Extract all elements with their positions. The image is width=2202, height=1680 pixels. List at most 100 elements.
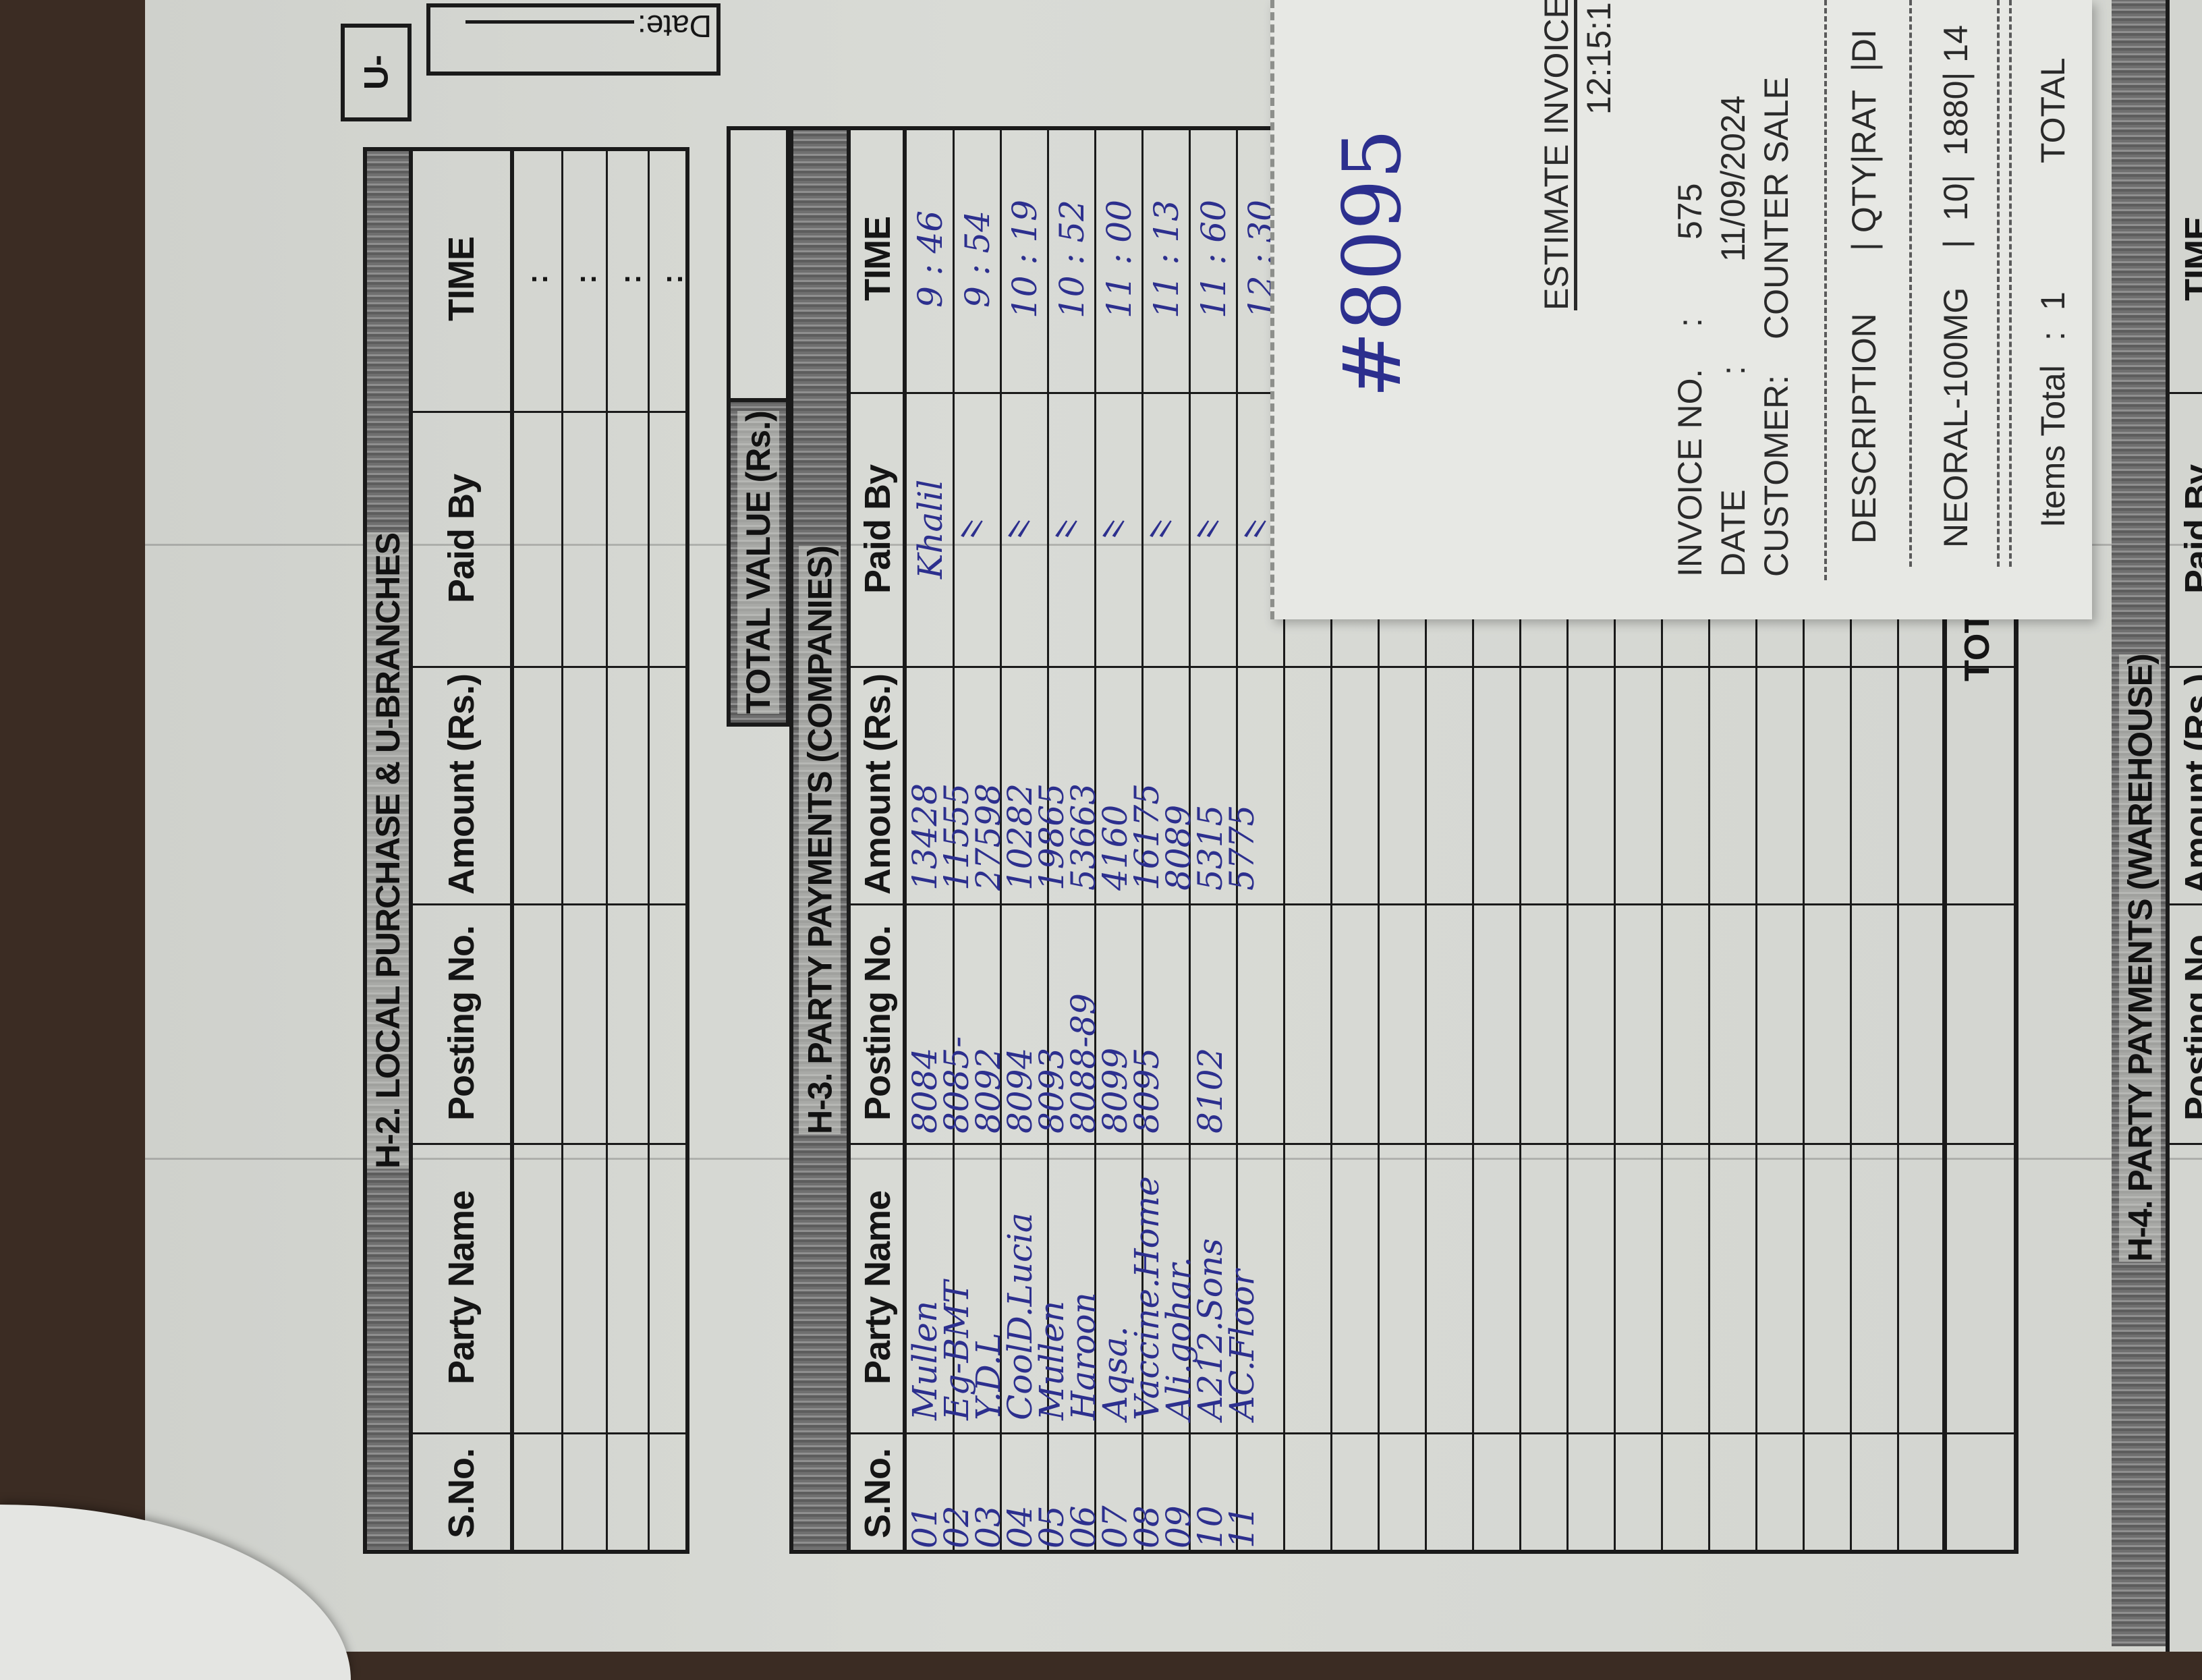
h3-title: H-3. PARTY PAYMENTS (COMPANIES) [799,546,841,1134]
h3-row-line [1519,126,1521,1554]
estimate-invoice-receipt [1270,0,2092,619]
h2-time-cell: : [521,274,554,284]
h3-row-line [1047,126,1049,1554]
receipt-total-label: TOTAL [2034,57,2072,163]
receipt-item-rest: | 10| 1880| 14 [1937,25,1975,248]
h2-border [363,147,367,1554]
h3-cell-time: 10 : 19 [1005,200,1044,318]
h3-cell-paid-by: 〃 [1100,512,1139,546]
h3-cell-paid-by: 〃 [1005,512,1044,546]
receipt-col-rest: | QTY|RAT |DI [1845,29,1883,251]
h4-header-posting-no: Posting No. [2178,926,2202,1121]
h3-cell-time: 10 : 52 [1052,200,1092,318]
h3-col-line [851,666,2017,668]
receipt-double-separator [1997,0,2000,567]
h3-row-line [1330,126,1332,1554]
h3-header-time: TIME [857,217,898,302]
h2-header-time: TIME [441,237,482,321]
date-box[interactable] [426,3,721,76]
h3-row-line [1000,126,1002,1554]
h2-col-line [413,1143,689,1145]
h3-cell-time: 9 : 54 [958,210,997,308]
h3-cell-time: 11 : 13 [1147,200,1186,318]
h3-row-line [1283,126,1285,1554]
h2-row-line [648,147,650,1554]
h2-row-line [561,147,563,1554]
h3-row-line [1094,126,1096,1554]
h4-title-wrap: H-4. PARTY PAYMENTS (WAREHOUSE) [2112,466,2169,1451]
total-value-label: TOTAL VALUE (Rs.) [737,411,779,714]
h2-header-sno: S.No. [441,1448,482,1538]
h3-header-party-name: Party Name [857,1190,898,1385]
h3-rule [903,126,907,1554]
unit-box [341,24,412,121]
h4-header-time: TIME [2178,217,2202,302]
date-underline [465,20,634,24]
h2-border [363,1550,689,1554]
h2-header-amount: Amount (Rs.) [441,674,482,895]
h3-row-line [1614,126,1616,1554]
h4-col-line [2169,903,2202,905]
invoice-no-value: 575 [1671,183,1709,240]
h2-time-cell: : [614,274,647,284]
total-value-divider [727,398,790,402]
receipt-double-separator [2009,0,2012,567]
h3-header-paid-by: Paid By [857,464,898,594]
h3-row-line [1189,126,1191,1554]
h2-header-posting-no: Posting No. [441,926,482,1121]
h3-col-line [851,1432,2017,1434]
h4-col-line [2169,392,2202,394]
h2-row-line [606,147,608,1554]
h3-row-line [1236,126,1238,1554]
h2-col-line [413,1432,689,1434]
h3-cell-time: 11 : 00 [1100,200,1139,318]
h3-cell-time: 9 : 46 [911,210,950,308]
h3-row-line [1661,126,1663,1554]
h3-row-line [953,126,955,1554]
date-label: Date: [638,9,712,44]
h3-cell-time: 11 : 60 [1194,200,1233,318]
h2-col-line [413,666,689,668]
h2-border [363,147,689,151]
h2-time-cell: : [569,274,602,284]
unit-label: U- [357,55,395,90]
h3-col-line [851,903,2017,905]
h3-row-line [1897,126,1899,1554]
h3-row-line [1141,126,1144,1554]
h2-rule [409,147,413,1554]
h4-header-amount: Amount (Rs.) [2178,674,2202,895]
h3-row-line [1708,126,1710,1554]
h2-col-line [413,411,689,413]
receipt-time: 12:15:1 [1580,2,1618,115]
h2-header-paid-by: Paid By [441,474,482,603]
h3-row-line [1425,126,1427,1554]
total-value-box [727,126,790,727]
h3-cell-paid-by: 〃 [1194,512,1233,546]
receipt-title: ESTIMATE INVOICE [1537,0,1575,310]
h4-rule [2166,0,2170,1652]
h4-title: H-4. PARTY PAYMENTS (WAREHOUSE) [2119,654,2162,1262]
h3-row-line [1378,126,1380,1554]
h3-cell-paid-by: 〃 [1147,512,1186,546]
h3-header-amount: Amount (Rs.) [857,674,898,895]
h3-rule [847,126,851,1554]
h2-col-line [413,903,689,905]
h3-cell-paid-by: Khalil [911,479,950,579]
h3-row-line [1803,126,1805,1554]
h2-border [685,147,689,1554]
h4-header-paid-by: Paid By [2178,464,2202,594]
handwritten-note: #8095 [1326,128,1419,398]
customer-value: COUNTER SALE [1757,77,1795,339]
h2-rule [510,147,514,1554]
h3-total-rule [1942,126,1947,1554]
h4-col-line [2169,1143,2202,1145]
h2-header-party-name: Party Name [441,1190,482,1385]
h3-total-rule [2014,126,2019,1554]
h3-row-line [1850,126,1852,1554]
h3-border [789,126,793,1554]
h3-cell-paid-by: 〃 [1052,512,1092,546]
h3-header-posting-no: Posting No. [857,926,898,1121]
h3-row-line [1472,126,1474,1554]
h2-time-cell: : [656,274,689,284]
h3-row-line [1755,126,1757,1554]
